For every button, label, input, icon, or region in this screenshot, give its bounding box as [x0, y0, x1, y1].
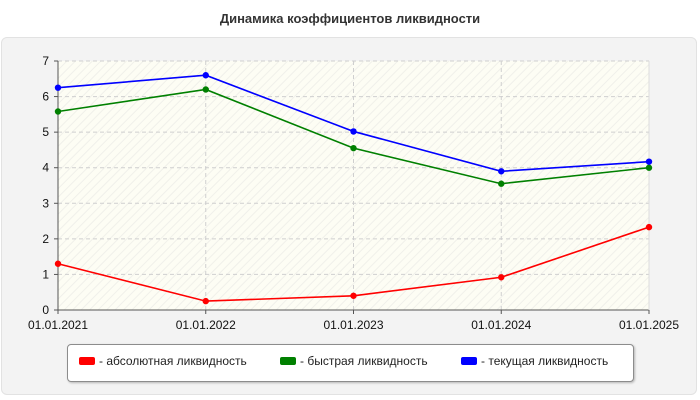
- legend-label: - абсолютная ликвидность: [99, 354, 247, 368]
- legend-label: - текущая ликвидность: [481, 354, 609, 368]
- data-point: [350, 292, 357, 299]
- legend: - абсолютная ликвидность - быстрая ликвид…: [67, 344, 634, 382]
- data-point: [350, 144, 357, 152]
- legend-item-2: - текущая ликвидность: [461, 354, 608, 368]
- x-tick-label: 01.01.2025: [619, 318, 679, 332]
- y-tick-label: 4: [42, 161, 49, 175]
- y-tick-label: 0: [42, 303, 49, 317]
- data-point: [645, 158, 653, 165]
- data-point: [202, 72, 209, 79]
- legend-item-0: - абсолютная ликвидность: [79, 354, 247, 368]
- chart-title: Динамика коэффициентов ликвидности: [219, 11, 481, 26]
- legend-item-1: - быстрая ликвидность: [280, 354, 428, 368]
- data-point: [202, 297, 209, 305]
- x-tick-label: 01.01.2022: [176, 318, 236, 332]
- y-tick-label: 7: [42, 54, 49, 68]
- plot-area: [58, 61, 649, 310]
- y-tick-label: 5: [42, 125, 49, 139]
- x-tick-label: 01.01.2021: [28, 318, 88, 332]
- data-point: [498, 168, 505, 175]
- y-tick-label: 6: [42, 90, 49, 104]
- x-tick-label: 01.01.2023: [323, 318, 383, 332]
- y-tick-label: 2: [42, 232, 49, 246]
- y-tick-label: 1: [42, 267, 49, 281]
- legend-label: - быстрая ликвидность: [300, 354, 428, 368]
- data-point: [350, 128, 357, 135]
- data-point: [202, 86, 209, 93]
- data-point: [54, 108, 62, 115]
- y-tick-label: 3: [42, 196, 49, 210]
- data-point: [498, 274, 505, 281]
- x-tick-label: 01.01.2024: [471, 318, 531, 332]
- axes: [54, 60, 650, 314]
- series-group: [54, 72, 653, 305]
- x-tick-labels: 01.01.2021 01.01.2022 01.01.2023 01.01.2024…: [28, 318, 679, 332]
- data-point: [645, 223, 653, 231]
- data-point: [54, 84, 62, 91]
- y-tick-labels: 0 1 2 3 4 5 6 7: [42, 54, 49, 317]
- legend-swatch: [461, 357, 477, 365]
- data-point: [645, 164, 653, 171]
- data-point: [54, 260, 62, 267]
- data-point: [498, 180, 505, 187]
- legend-swatch: [79, 357, 95, 365]
- legend-swatch: [280, 357, 296, 365]
